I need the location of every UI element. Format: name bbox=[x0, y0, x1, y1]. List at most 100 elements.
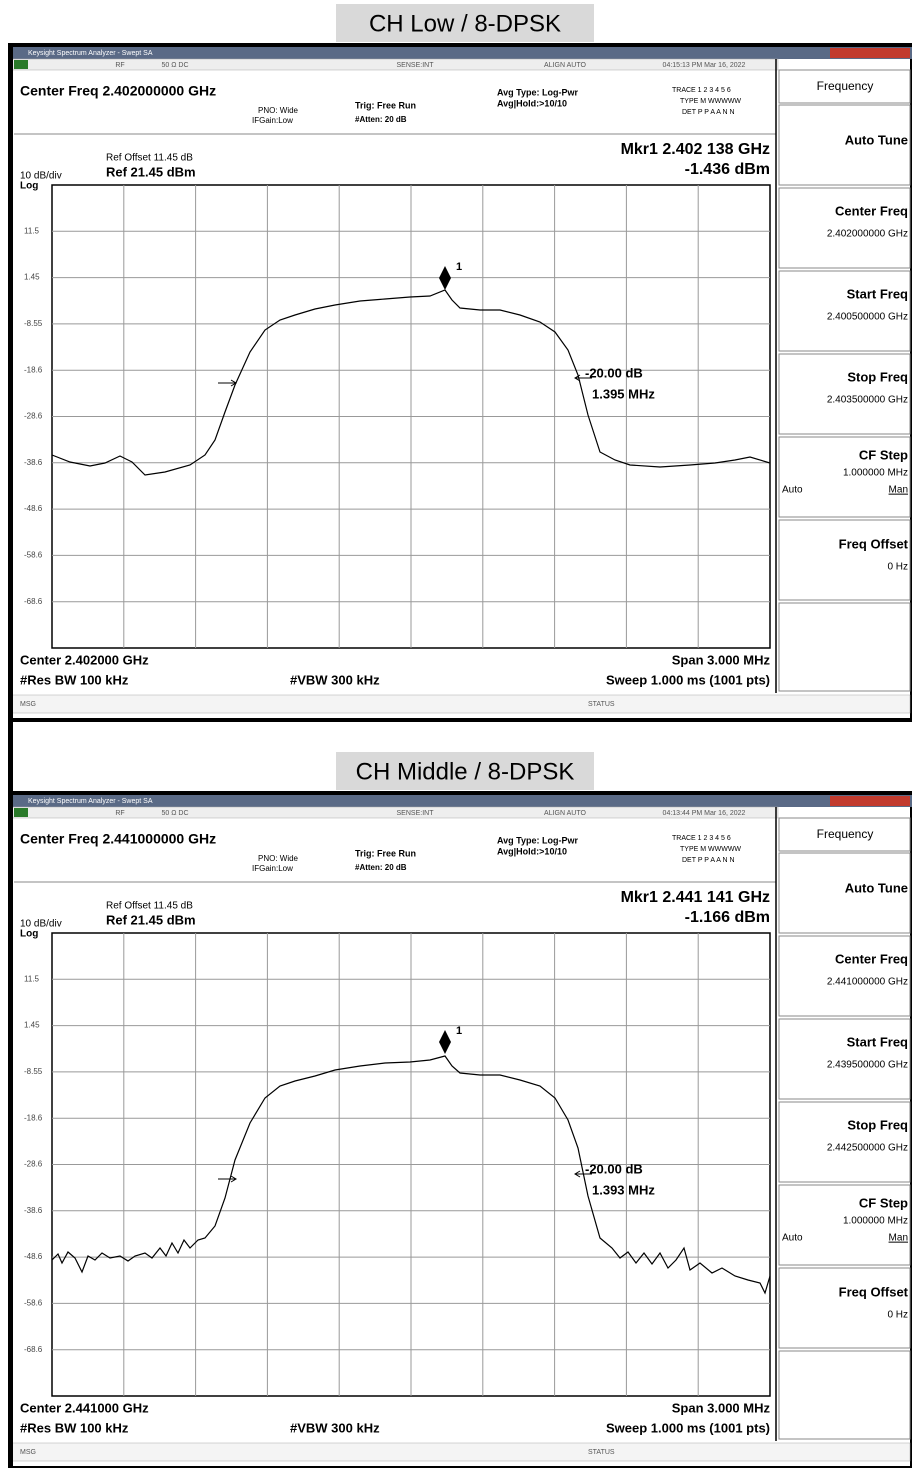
softkey[interactable] bbox=[778, 353, 911, 435]
ifgain: IFGain:Low bbox=[252, 864, 293, 873]
softkey[interactable] bbox=[778, 602, 911, 692]
ref-level: Ref 21.45 dBm bbox=[106, 164, 196, 179]
status-item: SENSE:INT bbox=[397, 62, 435, 69]
softkey[interactable] bbox=[778, 817, 911, 852]
trace bbox=[51, 1055, 771, 1295]
footer-rbw: #Res BW 100 kHz bbox=[20, 672, 129, 687]
center-freq: Center Freq 2.402000000 GHz bbox=[20, 83, 216, 99]
status-item: 50 Ω DC bbox=[161, 810, 188, 817]
softkey[interactable] bbox=[778, 852, 911, 934]
ref-offset: Ref Offset 11.45 dB bbox=[106, 153, 193, 164]
pno: PNO: Wide bbox=[258, 854, 299, 863]
y-label: -68.6 bbox=[24, 1345, 43, 1354]
softkey-label: Freq Offset bbox=[839, 536, 909, 551]
softkey-label: Center Freq bbox=[835, 203, 908, 218]
ref-offset: Ref Offset 11.45 dB bbox=[106, 901, 193, 912]
y-label: -58.6 bbox=[24, 551, 43, 560]
ref-level: Ref 21.45 dBm bbox=[106, 912, 196, 927]
softkey-label: Auto Tune bbox=[845, 880, 908, 895]
bandwidth: 1.393 MHz bbox=[592, 1182, 655, 1197]
softkey[interactable] bbox=[778, 436, 911, 518]
softkey-label: Start Freq bbox=[847, 1034, 908, 1049]
softkey-value: 2.403500000 GHz bbox=[827, 395, 908, 406]
softkey-option: Auto bbox=[782, 1233, 803, 1244]
trace-row: TRACE 1 2 3 4 5 6 bbox=[672, 87, 731, 94]
log: Log bbox=[20, 929, 38, 940]
softkey[interactable] bbox=[778, 1350, 911, 1440]
footer-span: Span 3.000 MHz bbox=[672, 1400, 771, 1415]
softkey-value: 1.000000 MHz bbox=[843, 468, 908, 479]
window-buttons bbox=[830, 796, 910, 806]
msg: MSG bbox=[20, 701, 36, 708]
ndb-arrow bbox=[574, 374, 592, 382]
ndb-arrow bbox=[218, 1175, 237, 1183]
y-label: -8.55 bbox=[24, 1067, 43, 1076]
y-label: -28.6 bbox=[24, 1160, 43, 1169]
y-label: -8.55 bbox=[24, 319, 43, 328]
softkey-label: Stop Freq bbox=[847, 369, 908, 384]
footer-vbw: #VBW 300 kHz bbox=[290, 672, 380, 687]
marker-readout: Mkr1 2.402 138 GHz bbox=[621, 141, 770, 158]
softkey-label: Start Freq bbox=[847, 286, 908, 301]
msg-bar bbox=[11, 1442, 911, 1462]
softkey-label: CF Step bbox=[859, 1195, 908, 1210]
status-item: ALIGN AUTO bbox=[544, 810, 586, 817]
atten: #Atten: 20 dB bbox=[355, 863, 407, 872]
scale: 10 dB/div bbox=[20, 919, 62, 930]
softkey[interactable] bbox=[778, 69, 911, 104]
window-buttons bbox=[830, 48, 910, 58]
y-label: 11.5 bbox=[24, 226, 40, 235]
avg-type: Avg Type: Log-Pwr bbox=[497, 87, 578, 97]
trig: Trig: Free Run bbox=[355, 848, 416, 858]
softkey-option: Man bbox=[889, 485, 908, 496]
marker-value: -1.436 dBm bbox=[685, 161, 770, 178]
y-label: -18.6 bbox=[24, 1113, 43, 1122]
avg-hold: Avg|Hold:>10/10 bbox=[497, 846, 567, 856]
y-label: -38.6 bbox=[24, 458, 43, 467]
footer-sweep: Sweep 1.000 ms (1001 pts) bbox=[606, 1420, 770, 1435]
softkey[interactable] bbox=[778, 1101, 911, 1183]
softkey-value: 2.441000000 GHz bbox=[827, 977, 908, 988]
softkey-option: Man bbox=[889, 1233, 908, 1244]
trace-det: DET P P A A N N bbox=[682, 857, 735, 864]
y-label: -48.6 bbox=[24, 1252, 43, 1261]
y-label: -38.6 bbox=[24, 1206, 43, 1215]
menu-title: Frequency bbox=[817, 827, 874, 841]
y-label: -28.6 bbox=[24, 412, 43, 421]
ul-indicator bbox=[14, 808, 28, 817]
softkey[interactable] bbox=[778, 270, 911, 352]
softkey-label: Center Freq bbox=[835, 951, 908, 966]
y-label: 1.45 bbox=[24, 273, 40, 282]
softkey[interactable] bbox=[778, 1184, 911, 1266]
title-bar bbox=[12, 795, 912, 807]
menu-title: Frequency bbox=[817, 79, 874, 93]
y-label: -68.6 bbox=[24, 597, 43, 606]
softkey[interactable] bbox=[778, 104, 911, 186]
softkey[interactable] bbox=[778, 519, 911, 601]
ndb-value: -20.00 dB bbox=[585, 365, 643, 380]
softkey[interactable] bbox=[778, 1267, 911, 1349]
footer-sweep: Sweep 1.000 ms (1001 pts) bbox=[606, 672, 770, 687]
status-item: ALIGN AUTO bbox=[544, 62, 586, 69]
status-item: 04:13:44 PM Mar 16, 2022 bbox=[663, 810, 746, 817]
trace bbox=[51, 289, 771, 476]
softkey-label: Auto Tune bbox=[845, 132, 908, 147]
softkey-value: 2.439500000 GHz bbox=[827, 1060, 908, 1071]
ifgain: IFGain:Low bbox=[252, 116, 293, 125]
panel: CH Middle / 8-DPSK Keysight Spectrum Anal… bbox=[8, 752, 912, 1468]
scale: 10 dB/div bbox=[20, 171, 62, 182]
atten: #Atten: 20 dB bbox=[355, 115, 407, 124]
softkey-label: Stop Freq bbox=[847, 1117, 908, 1132]
softkey-label: CF Step bbox=[859, 447, 908, 462]
trace-type: TYPE M WWWWW bbox=[680, 846, 741, 853]
status-item: RF bbox=[115, 810, 124, 817]
softkey[interactable] bbox=[778, 1018, 911, 1100]
msg: MSG bbox=[20, 1449, 36, 1456]
bandwidth: 1.395 MHz bbox=[592, 386, 655, 401]
y-label: -48.6 bbox=[24, 504, 43, 513]
softkey[interactable] bbox=[778, 187, 911, 269]
window-title: Keysight Spectrum Analyzer - Swept SA bbox=[28, 798, 153, 805]
title-bar bbox=[12, 47, 912, 59]
softkey[interactable] bbox=[778, 935, 911, 1017]
